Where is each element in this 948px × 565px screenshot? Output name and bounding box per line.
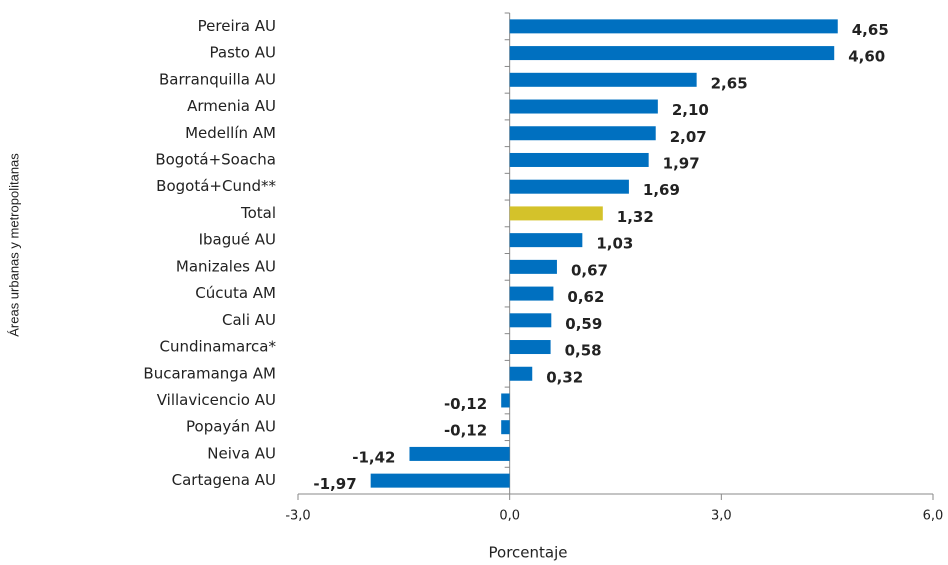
y-axis-title: Áreas urbanas y metropolitanas (6, 153, 21, 337)
bar (509, 46, 835, 61)
value-label: 0,58 (565, 342, 602, 360)
category-label: Medellín AM (185, 124, 276, 142)
x-tick-label: 0,0 (499, 509, 520, 524)
category-label: Bogotá+Cund** (156, 177, 276, 195)
category-label: Neiva AU (207, 444, 276, 462)
value-label: 4,60 (848, 48, 885, 66)
value-label: 4,65 (852, 21, 889, 39)
bar (509, 72, 697, 87)
x-tick-label: 3,0 (711, 509, 732, 524)
value-label: 1,03 (596, 235, 633, 253)
category-label: Pereira AU (198, 17, 276, 35)
category-label: Total (240, 204, 276, 222)
bar (409, 446, 510, 461)
bar (509, 313, 552, 328)
bar (509, 259, 557, 274)
bar (509, 179, 629, 194)
category-label: Bogotá+Soacha (155, 150, 276, 168)
value-label: 1,97 (663, 154, 700, 172)
category-label: Pasto AU (210, 44, 276, 62)
value-label: 2,65 (711, 74, 748, 92)
value-label: 1,69 (643, 181, 680, 199)
category-label: Armenia AU (187, 97, 276, 115)
bar (509, 233, 583, 248)
bar (509, 126, 656, 141)
bar (501, 393, 510, 408)
x-axis-title: Porcentaje (489, 544, 568, 562)
value-label: 2,10 (672, 101, 709, 119)
value-label: 2,07 (670, 128, 707, 146)
bar (509, 19, 838, 34)
bar (509, 206, 603, 221)
value-label: 1,32 (617, 208, 654, 226)
category-label: Cartagena AU (172, 471, 276, 489)
bar (509, 340, 551, 355)
category-label: Manizales AU (176, 257, 276, 275)
bar (501, 420, 510, 435)
x-tick-label: -3,0 (285, 509, 310, 524)
x-tick-label: 6,0 (923, 509, 944, 524)
value-label: -0,12 (444, 395, 487, 413)
bar (509, 152, 649, 167)
bar (509, 366, 533, 381)
category-label: Popayán AU (186, 418, 276, 436)
value-label: 0,67 (571, 261, 608, 279)
value-label: -1,42 (352, 448, 395, 466)
value-label: -0,12 (444, 422, 487, 440)
category-label: Cúcuta AM (195, 284, 276, 302)
bar (509, 99, 658, 114)
value-label: 0,59 (565, 315, 602, 333)
category-label: Cundinamarca* (160, 338, 277, 356)
category-label: Cali AU (222, 311, 276, 329)
value-label: -1,97 (313, 475, 356, 493)
category-label: Villavicencio AU (157, 391, 276, 409)
value-label: 0,32 (546, 368, 583, 386)
category-label: Barranquilla AU (159, 70, 276, 88)
bar (509, 286, 554, 301)
value-label: 0,62 (567, 288, 604, 306)
category-label: Bucaramanga AM (143, 364, 276, 382)
category-label: Ibagué AU (199, 231, 276, 249)
bar (370, 473, 510, 488)
